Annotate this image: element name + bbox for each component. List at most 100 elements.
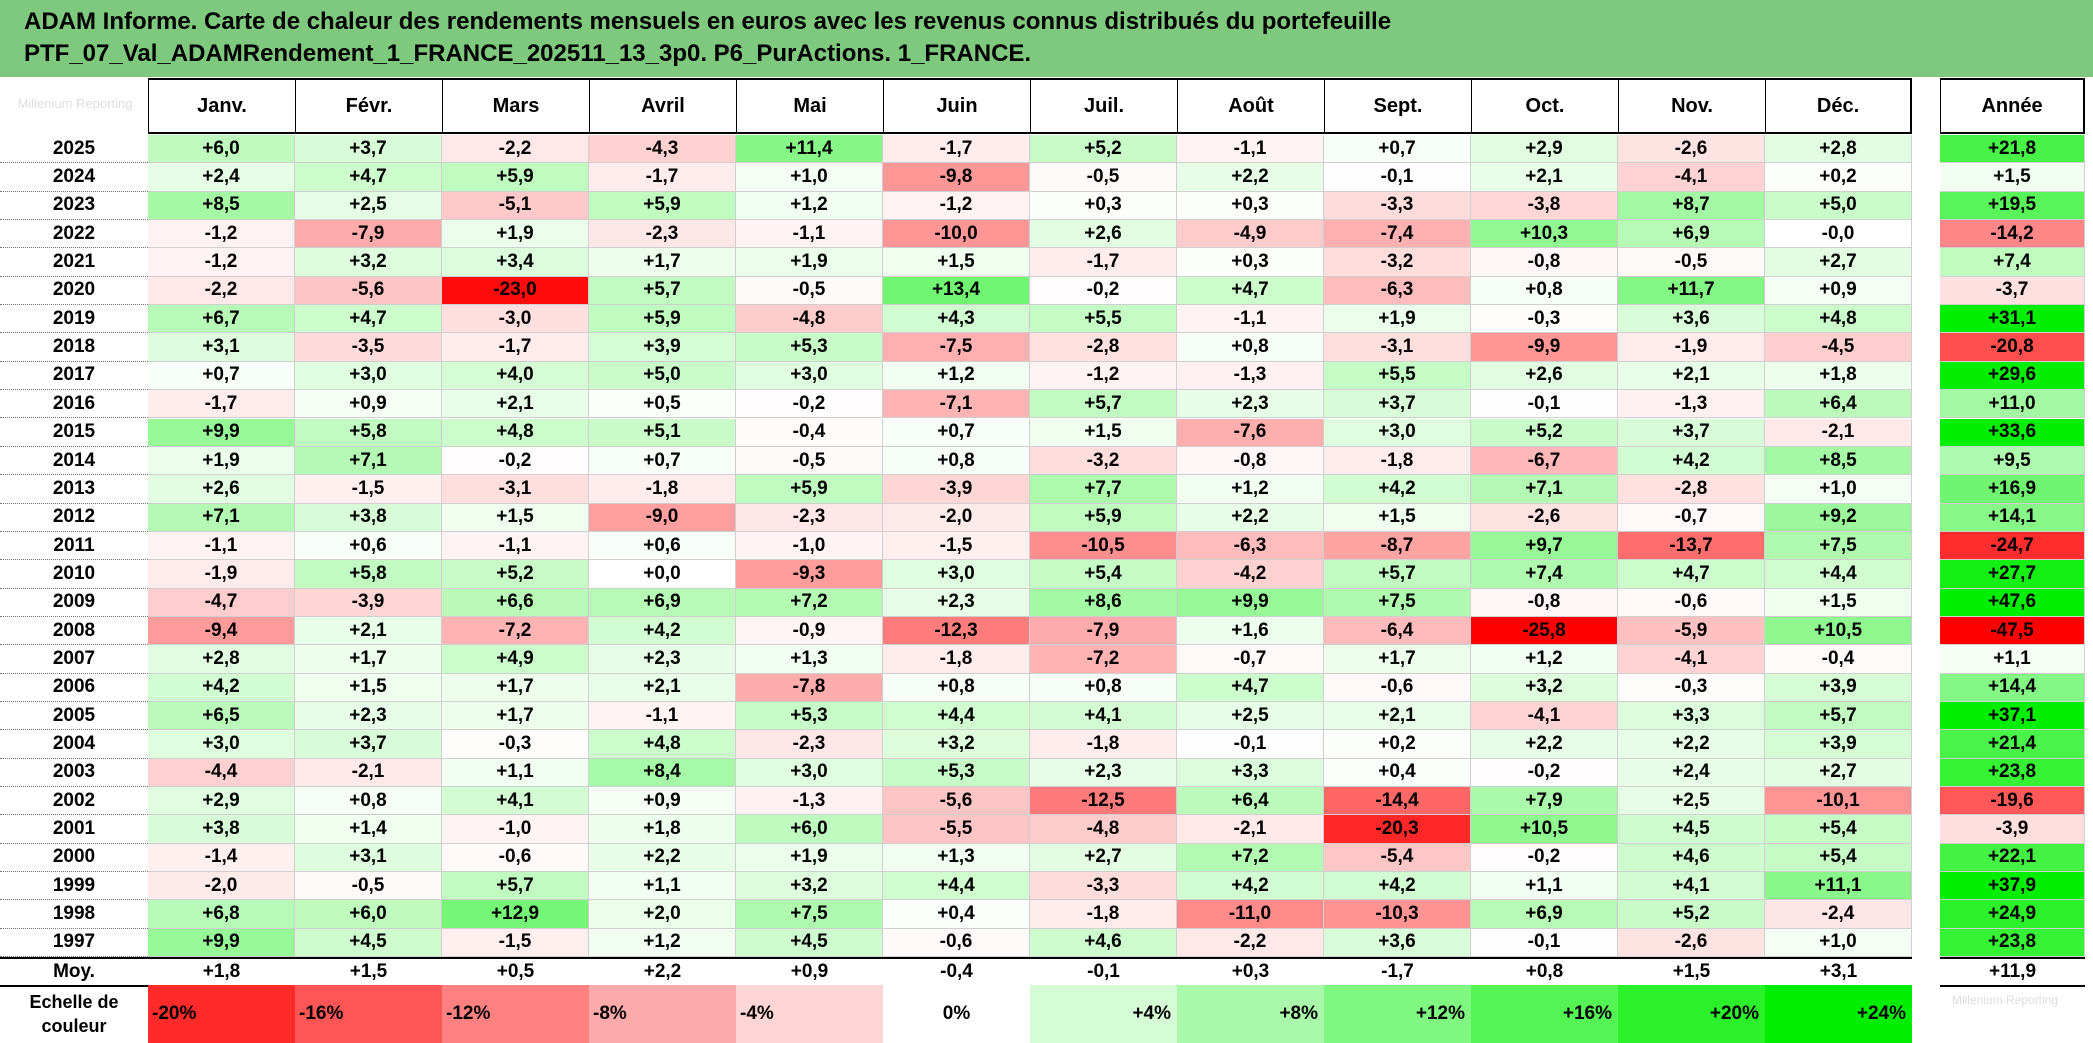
annual-cell: +19,5 — [1940, 191, 2085, 221]
average-cell: +1,5 — [295, 957, 442, 988]
heatmap-cell: +3,8 — [295, 503, 442, 532]
heatmap-cell: +9,9 — [148, 418, 295, 447]
heatmap-cell: -1,8 — [1324, 446, 1471, 476]
annual-cell: +31,1 — [1940, 305, 2085, 334]
heatmap-cell: +0,9 — [1765, 276, 1912, 306]
year-label: 2004 — [0, 730, 148, 759]
heatmap-cell: +3,3 — [1618, 702, 1765, 731]
heatmap-cell: -6,3 — [1177, 531, 1324, 561]
heatmap-cell: -0,2 — [1471, 843, 1618, 873]
heatmap-cell: +5,7 — [1030, 390, 1177, 419]
color-scale-stop: -16% — [295, 985, 442, 1043]
heatmap-cell: +3,1 — [148, 333, 295, 362]
heatmap-cell: -1,3 — [1177, 361, 1324, 391]
heatmap-cell: +4,2 — [148, 673, 295, 702]
heatmap-cell: +4,9 — [442, 645, 589, 674]
heatmap-cell: +8,7 — [1618, 191, 1765, 221]
heatmap-cell: +0,7 — [883, 418, 1030, 447]
scale-watermark: Millenium Reporting — [1951, 993, 2059, 1007]
year-label: 2010 — [0, 560, 148, 589]
heatmap-cell: +3,8 — [148, 815, 295, 844]
year-label: 2016 — [0, 390, 148, 419]
heatmap-cell: +1,5 — [295, 673, 442, 702]
heatmap-cell: +5,9 — [442, 163, 589, 192]
heatmap-cell: -8,7 — [1324, 531, 1471, 561]
heatmap-cell: -0,6 — [1324, 673, 1471, 702]
heatmap-cell: +0,9 — [589, 787, 736, 816]
heatmap-cell: +3,1 — [295, 843, 442, 873]
heatmap-cell: -7,9 — [295, 220, 442, 249]
heatmap-cell: +6,5 — [148, 702, 295, 731]
color-scale-stop: +16% — [1471, 985, 1618, 1043]
heatmap-cell: -0,0 — [1765, 220, 1912, 249]
heatmap-cell: -14,4 — [1324, 787, 1471, 816]
heatmap-cell: +6,8 — [148, 900, 295, 929]
heatmap-cell: -5,9 — [1618, 616, 1765, 646]
heatmap-cell: -7,8 — [736, 673, 883, 702]
heatmap-cell: -9,8 — [883, 163, 1030, 192]
heatmap-cell: +5,9 — [589, 305, 736, 334]
annual-cell: +14,1 — [1940, 503, 2085, 532]
heatmap-cell: +1,8 — [1765, 361, 1912, 391]
heatmap-cell: +2,5 — [1177, 702, 1324, 731]
heatmap-cell: +2,3 — [1030, 758, 1177, 788]
annual-cell: +23,8 — [1940, 758, 2085, 788]
annual-cell: +22,1 — [1940, 843, 2085, 873]
annual-cell: +27,7 — [1940, 560, 2085, 589]
month-header: Mars — [442, 78, 589, 134]
heatmap-cell: +5,9 — [1030, 503, 1177, 532]
heatmap-cell: +7,9 — [1471, 787, 1618, 816]
heatmap-cell: -7,4 — [1324, 220, 1471, 249]
heatmap-cell: -3,3 — [1324, 191, 1471, 221]
heatmap-cell: -0,4 — [1765, 645, 1912, 674]
heatmap-cell: +2,7 — [1765, 758, 1912, 788]
annual-cell: +29,6 — [1940, 361, 2085, 391]
heatmap-cell: +0,8 — [883, 673, 1030, 702]
annual-cell: +21,4 — [1940, 730, 2085, 759]
year-label: 2013 — [0, 475, 148, 504]
heatmap-cell: -2,8 — [1618, 475, 1765, 504]
heatmap-cell: +2,3 — [589, 645, 736, 674]
heatmap-cell: +0,3 — [1030, 191, 1177, 221]
heatmap-cell: -1,8 — [883, 645, 1030, 674]
heatmap-cell: -2,4 — [1765, 900, 1912, 929]
heatmap-cell: +4,5 — [295, 928, 442, 958]
month-header: Août — [1177, 78, 1324, 134]
heatmap-cell: +5,4 — [1030, 560, 1177, 589]
heatmap-cell: +2,5 — [295, 191, 442, 221]
average-annual-cell: +11,9 — [1940, 957, 2085, 988]
heatmap-cell: -4,5 — [1765, 333, 1912, 362]
heatmap-cell: +5,4 — [1765, 843, 1912, 873]
heatmap-cell: +6,0 — [295, 900, 442, 929]
heatmap-cell: +3,0 — [148, 730, 295, 759]
heatmap-cell: +10,3 — [1471, 220, 1618, 249]
heatmap-cell: -0,5 — [1618, 248, 1765, 277]
heatmap-cell: +2,1 — [1324, 702, 1471, 731]
heatmap-cell: +5,4 — [1765, 815, 1912, 844]
heatmap-cell: -0,5 — [736, 446, 883, 476]
heatmap-cell: -7,9 — [1030, 616, 1177, 646]
heatmap-cell: -1,1 — [442, 531, 589, 561]
heatmap-cell: +5,9 — [736, 475, 883, 504]
heatmap-cell: +9,7 — [1471, 531, 1618, 561]
annual-cell: +7,4 — [1940, 248, 2085, 277]
average-cell: -0,1 — [1030, 957, 1177, 988]
annual-cell: -14,2 — [1940, 220, 2085, 249]
heatmap-cell: -4,8 — [736, 305, 883, 334]
heatmap-cell: -0,6 — [1618, 588, 1765, 617]
heatmap-cell: +2,3 — [1177, 390, 1324, 419]
heatmap-cell: +2,6 — [1471, 361, 1618, 391]
heatmap-cell: +11,7 — [1618, 276, 1765, 306]
average-cell: +0,5 — [442, 957, 589, 988]
heatmap-cell: -1,9 — [148, 560, 295, 589]
heatmap-cell: +7,2 — [736, 588, 883, 617]
heatmap-cell: +0,7 — [589, 446, 736, 476]
color-scale-stop: +12% — [1324, 985, 1471, 1043]
heatmap-cell: +7,5 — [1765, 531, 1912, 561]
heatmap-cell: -5,6 — [883, 787, 1030, 816]
annual-cell: +33,6 — [1940, 418, 2085, 447]
heatmap-cell: -1,1 — [1177, 305, 1324, 334]
year-label: 1999 — [0, 872, 148, 901]
heatmap-cell: +1,9 — [148, 446, 295, 476]
heatmap-cell: +1,5 — [883, 248, 1030, 277]
